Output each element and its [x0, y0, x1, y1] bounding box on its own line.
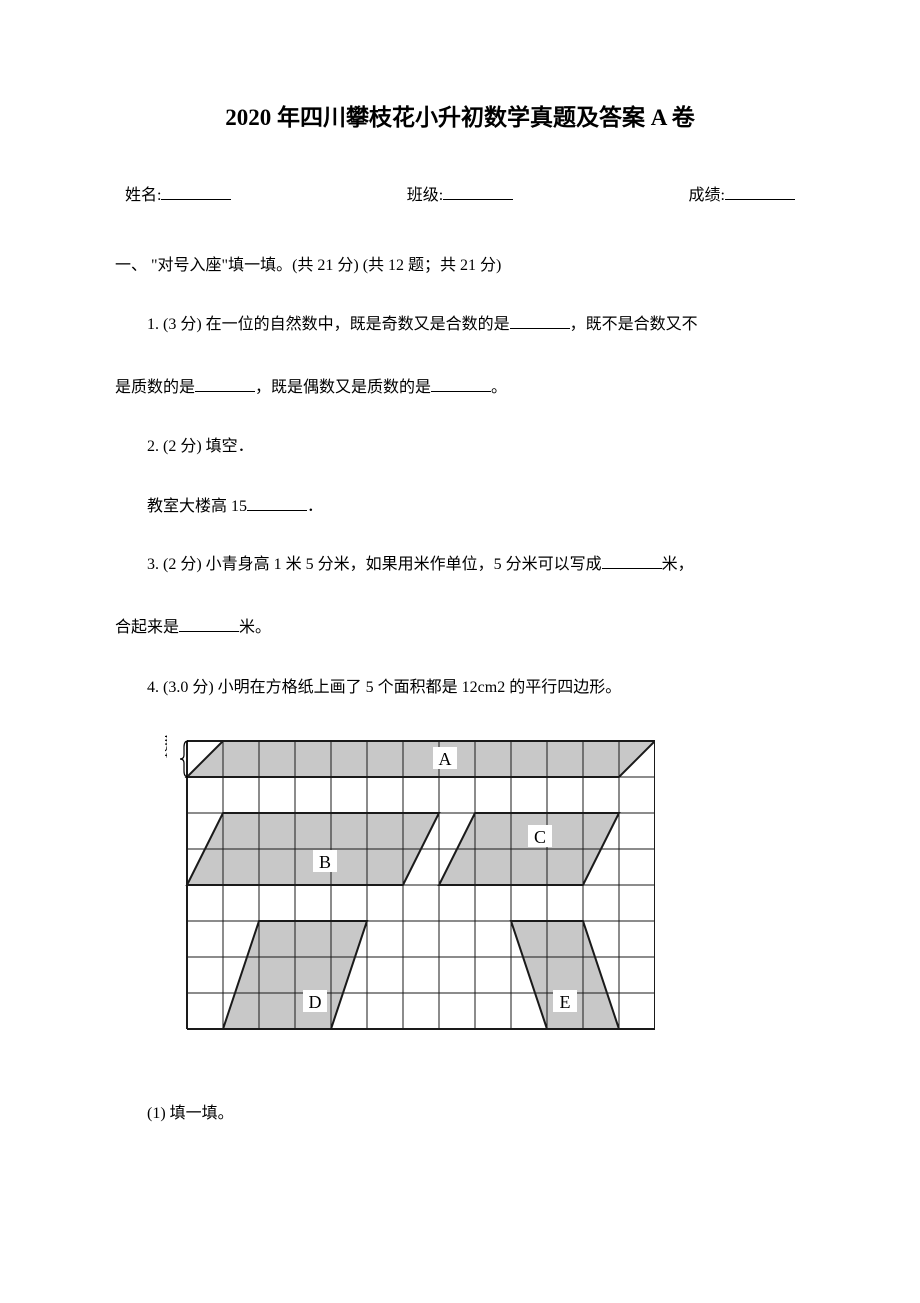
svg-text:B: B [319, 852, 331, 872]
name-field: 姓名: [125, 182, 231, 209]
question-2: 2. (2 分) 填空． [115, 429, 805, 464]
q2-sub-text: 教室大楼高 15 [147, 498, 247, 515]
question-1-line2: 是质数的是 ，既是偶数又是质数的是 。 [115, 370, 805, 405]
section-1-header: 一、 "对号入座"填一填。(共 21 分) (共 12 题；共 21 分) [115, 253, 805, 279]
q1-blank-3[interactable] [431, 374, 491, 392]
svg-text:E: E [560, 992, 571, 1012]
class-label: 班级: [407, 187, 443, 204]
q1-line2-text-2: ，既是偶数又是质数的是 [255, 379, 431, 396]
q1-text-2: ，既不是合数又不 [570, 316, 698, 333]
q1-blank-1[interactable] [510, 311, 570, 329]
svg-text:C: C [534, 827, 546, 847]
q3-text-2: 米， [662, 556, 694, 573]
class-field: 班级: [407, 182, 513, 209]
q4-sub-1: (1) 填一填。 [115, 1101, 805, 1127]
q3-blank-2[interactable] [179, 614, 239, 632]
parallelogram-grid-figure: A B C D E 1cm [165, 733, 655, 1073]
q3-blank-1[interactable] [602, 551, 662, 569]
student-info-row: 姓名: 班级: 成绩: [115, 182, 805, 209]
svg-text:1cm: 1cm [165, 734, 171, 758]
exam-title: 2020 年四川攀枝花小升初数学真题及答案 A 卷 [115, 100, 805, 137]
q3-line2-text-2: 米。 [239, 619, 271, 636]
class-blank[interactable] [443, 182, 513, 200]
q1-blank-2[interactable] [195, 374, 255, 392]
q1-text-1: 1. (3 分) 在一位的自然数中，既是奇数又是合数的是 [147, 316, 510, 333]
q2-sub-suffix: ． [307, 498, 323, 515]
q3-line2-text-1: 合起来是 [115, 619, 179, 636]
score-field: 成绩: [689, 182, 795, 209]
question-4: 4. (3.0 分) 小明在方格纸上画了 5 个面积都是 12cm2 的平行四边… [115, 670, 805, 705]
question-3-line2: 合起来是 米。 [115, 610, 805, 645]
q1-line2-end: 。 [491, 379, 507, 396]
q4-figure: A B C D E 1cm [165, 733, 805, 1073]
name-blank[interactable] [161, 182, 231, 200]
svg-text:D: D [309, 992, 322, 1012]
q1-line2-text-1: 是质数的是 [115, 379, 195, 396]
q2-blank[interactable] [247, 493, 307, 511]
score-blank[interactable] [725, 182, 795, 200]
question-1: 1. (3 分) 在一位的自然数中，既是奇数又是合数的是 ，既不是合数又不 [115, 307, 805, 342]
name-label: 姓名: [125, 187, 161, 204]
q3-text-1: 3. (2 分) 小青身高 1 米 5 分米，如果用米作单位，5 分米可以写成 [147, 556, 602, 573]
svg-text:A: A [439, 749, 452, 769]
question-2-sub: 教室大楼高 15 ． [115, 493, 805, 520]
question-3: 3. (2 分) 小青身高 1 米 5 分米，如果用米作单位，5 分米可以写成 米… [115, 547, 805, 582]
score-label: 成绩: [689, 187, 725, 204]
